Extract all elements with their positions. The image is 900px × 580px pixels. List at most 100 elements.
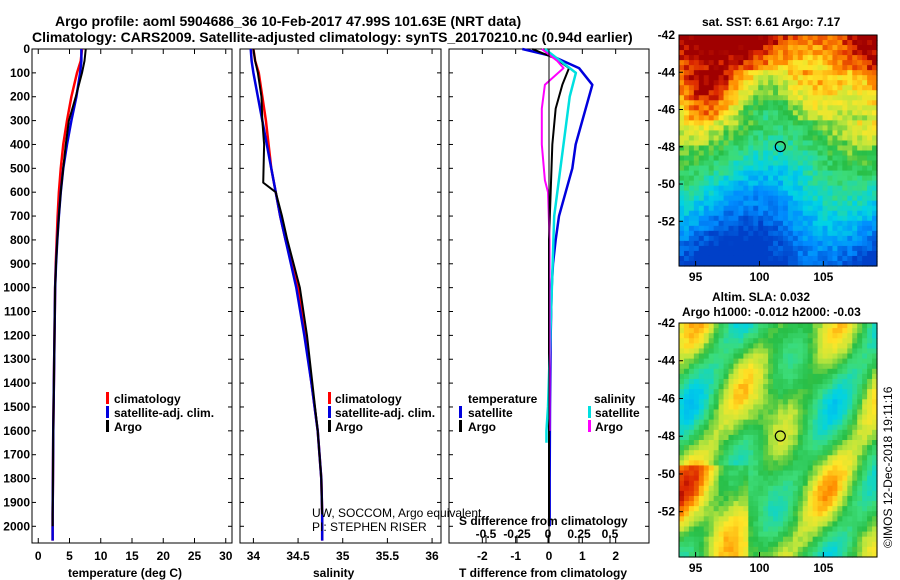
map-cell [862, 516, 868, 522]
legend-swatch-climatology [328, 392, 331, 404]
map-cell [698, 343, 705, 350]
map-cell [768, 195, 774, 202]
map-cell [758, 125, 764, 132]
map-cell [683, 506, 690, 512]
map-cell [738, 185, 744, 192]
map-cell [778, 55, 784, 61]
map-cell [827, 220, 834, 227]
map-cell [728, 100, 735, 106]
map-cell [792, 260, 799, 267]
map-cell [817, 531, 824, 538]
map-cell [778, 60, 784, 66]
map-cell [842, 55, 848, 61]
map-cell [718, 190, 725, 197]
map-cell [738, 35, 744, 41]
map-cell [698, 384, 705, 390]
map-cell [807, 225, 814, 232]
map-cell [718, 85, 725, 91]
map-cell [837, 205, 843, 212]
map-cell [693, 475, 700, 482]
map-cell [792, 35, 799, 41]
map-cell [683, 60, 690, 66]
map-cell [852, 255, 858, 262]
legend-label: satellite-adj. clim. [335, 406, 435, 420]
map-cell [812, 485, 819, 492]
map-cell [847, 378, 853, 385]
map-cell [857, 205, 863, 212]
map-cell [812, 333, 819, 339]
map-cell [807, 460, 814, 467]
map-cell [723, 70, 730, 76]
map-cell [782, 80, 789, 86]
map-cell [837, 465, 843, 472]
map-cell [703, 210, 710, 217]
map-cell [872, 190, 878, 197]
map-cell [872, 389, 878, 395]
map-cell [832, 399, 838, 405]
map-cell [812, 394, 819, 400]
map-cell [738, 75, 744, 81]
map-cell [768, 485, 774, 492]
map-cell [768, 215, 774, 222]
map-cell [768, 358, 774, 365]
map-cell [827, 363, 834, 370]
map-cell [679, 551, 685, 558]
map-cell [827, 175, 834, 182]
map-cell [817, 245, 824, 252]
map-cell [703, 470, 710, 477]
map-cell [688, 475, 695, 482]
map-cell [872, 150, 878, 157]
map-cell [852, 455, 858, 461]
map-cell [787, 140, 794, 147]
map-cell [693, 323, 700, 329]
map-cell [837, 460, 843, 467]
map-cell [773, 115, 779, 121]
map-cell [822, 521, 829, 528]
map-cell [832, 511, 838, 517]
map-cell [738, 170, 744, 177]
map-cell [867, 145, 873, 152]
map-cell [872, 358, 878, 365]
map-cell [698, 353, 705, 360]
map-cell [753, 516, 759, 522]
map-cell [797, 384, 804, 390]
map-cell [842, 250, 848, 257]
map-cell [703, 150, 710, 157]
map-cell [807, 485, 814, 492]
map-cell [778, 150, 784, 157]
map-cell [758, 470, 764, 477]
map-cell [842, 235, 848, 242]
map-cell [862, 185, 868, 192]
map-cell [763, 353, 769, 360]
map-cell [812, 490, 819, 497]
map-cell [708, 95, 715, 101]
map-cell [842, 328, 848, 334]
map-cell [763, 150, 769, 157]
map-cell [778, 501, 784, 507]
map-cell [768, 516, 774, 522]
map-cell [748, 551, 754, 558]
map-cell [862, 536, 868, 543]
map-cell [733, 485, 739, 492]
map-cell [703, 125, 710, 132]
map-cell [688, 235, 695, 242]
map-cell [693, 175, 700, 182]
map-cell [679, 35, 685, 41]
map-cell [812, 50, 819, 56]
map-cell [703, 90, 710, 96]
map-y-tick-label: -50 [658, 177, 676, 191]
map-cell [703, 511, 710, 517]
map-cell [857, 450, 863, 456]
map-cell [688, 195, 695, 202]
map-cell [688, 90, 695, 96]
map-cell [693, 348, 700, 355]
map-cell [837, 506, 843, 512]
map-cell [852, 506, 858, 512]
map-cell [837, 85, 843, 91]
map-cell [773, 100, 779, 106]
map-cell [807, 165, 814, 172]
map-cell [753, 485, 759, 492]
map-cell [832, 170, 838, 177]
map-cell [733, 343, 739, 350]
map-cell [688, 429, 695, 436]
